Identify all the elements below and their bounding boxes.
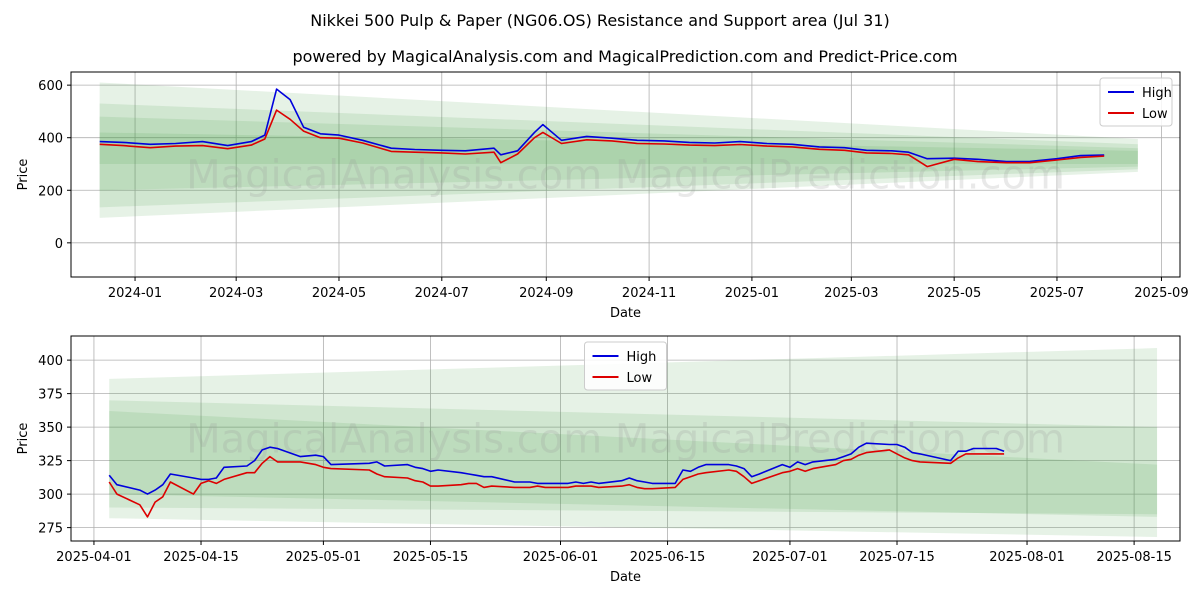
x-tick-label: 2025-08-15 [1096,550,1172,565]
support-resistance-band [99,116,1138,191]
x-tick-label: 2025-04-15 [163,550,239,565]
x-tick-label: 2024-01 [108,286,162,301]
series-line-high [99,88,1105,163]
y-tick-label: 200 [38,184,63,199]
legend-label-high: High [627,350,657,365]
axes-frame [70,335,1181,542]
chart-title: Nikkei 500 Pulp & Paper (NG06.OS) Resist… [310,11,890,30]
support-resistance-band [109,400,1158,515]
x-tick-label: 2024-07 [415,286,469,301]
support-resistance-band [99,103,1138,208]
support-resistance-band [109,411,1158,517]
x-tick-label: 2025-08-01 [989,550,1065,565]
x-tick-label: 2025-07 [1030,286,1084,301]
y-tick-label: 0 [55,237,63,252]
axes-frame [70,71,1181,278]
x-tick-label: 2024-11 [622,286,676,301]
legend-label-low: Low [627,371,653,386]
x-tick-label: 2025-05-15 [393,550,469,565]
y-tick-label: 300 [38,488,63,503]
x-tick-label: 2025-03 [824,286,878,301]
y-tick-label: 400 [38,132,63,147]
y-tick-label: 400 [38,354,63,369]
band-group [109,348,1158,537]
x-tick-label: 2025-09 [1134,286,1188,301]
x-tick-label: 2025-01 [725,286,779,301]
y-tick-label: 375 [38,388,63,403]
x-tick-label: 2025-05-01 [286,550,362,565]
chart-subtitle: powered by MagicalAnalysis.com and Magic… [292,47,957,66]
x-tick-label: 2024-09 [519,286,573,301]
x-tick-label: 2025-07-01 [752,550,828,565]
legend: High Low [1099,77,1173,127]
x-tick-label: 2025-06-01 [523,550,599,565]
x-tick-label: 2025-06-15 [630,550,706,565]
x-tick-label: 2025-07-15 [859,550,935,565]
x-axis-label: Date [610,306,641,321]
series-line-low [108,449,1005,518]
x-tick-label: 2024-05 [312,286,366,301]
series-line-low [99,109,1105,168]
series-group [99,88,1105,168]
x-tick-label: 2025-04-01 [56,550,132,565]
top-panel: MagicalAnalysis.com MagicalPrediction.co… [16,71,1189,321]
x-tick-label: 2025-05 [927,286,981,301]
y-axis-label: Price [16,159,31,191]
watermark-text: MagicalAnalysis.com MagicalPrediction.co… [186,153,1065,199]
support-resistance-band [109,348,1158,537]
y-tick-label: 325 [38,455,63,470]
support-resistance-band [99,82,1138,218]
series-group [108,442,1005,518]
x-axis-label: Date [610,570,641,585]
legend: High Low [584,341,667,391]
x-tick-label: 2024-03 [209,286,263,301]
legend-label-low: Low [1142,107,1168,122]
bottom-panel: MagicalAnalysis.com MagicalPrediction.co… [16,335,1181,585]
series-line-high [108,442,1005,495]
y-tick-label: 275 [38,522,63,537]
watermark-text: MagicalAnalysis.com MagicalPrediction.co… [186,417,1065,463]
y-tick-label: 350 [38,421,63,436]
y-tick-label: 600 [38,79,63,94]
legend-label-high: High [1142,86,1172,101]
y-axis-label: Price [16,423,31,455]
